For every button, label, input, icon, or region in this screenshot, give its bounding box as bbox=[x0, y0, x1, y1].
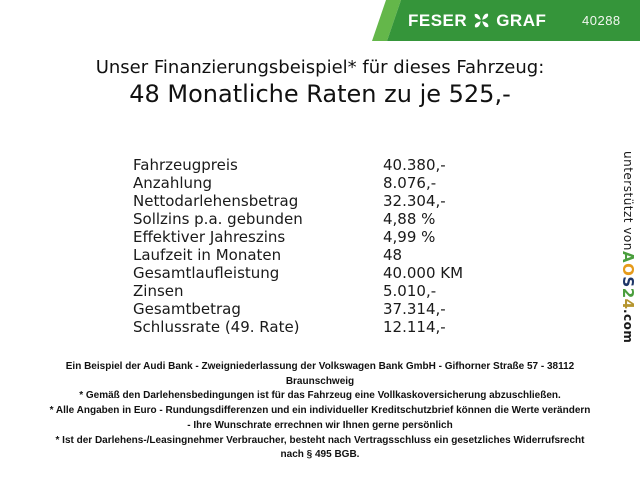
finance-value: 40.000 KM bbox=[383, 264, 464, 282]
header-banner: FESER GRAF 40288 bbox=[0, 0, 640, 41]
pinwheel-icon bbox=[474, 13, 489, 28]
finance-label: Effektiver Jahreszins bbox=[133, 228, 286, 246]
banner-background bbox=[387, 0, 640, 41]
finance-label: Laufzeit in Monaten bbox=[133, 246, 282, 264]
brand-logo: FESER GRAF bbox=[408, 0, 546, 41]
table-row: Schlussrate (49. Rate) 12.114,- bbox=[133, 318, 463, 336]
finance-label: Anzahlung bbox=[133, 174, 213, 192]
disclaimer-line: * Alle Angaben in Euro - Rundungsdiffere… bbox=[49, 405, 591, 417]
finance-label: Gesamtlaufleistung bbox=[133, 264, 280, 282]
disclaimer-line: Braunschweig bbox=[285, 375, 355, 387]
supported-by-text: unterstützt von bbox=[621, 151, 635, 251]
page-title: 48 Monatliche Raten zu je 525,- bbox=[129, 80, 511, 108]
disclaimer-line: Ein Beispiel der Audi Bank - Zweignieder… bbox=[65, 361, 575, 372]
table-row: Anzahlung 8.076,- bbox=[133, 174, 463, 192]
finance-label: Gesamtbetrag bbox=[133, 300, 241, 318]
table-row: Zinsen 5.010,- bbox=[133, 282, 463, 300]
finance-label: Zinsen bbox=[133, 282, 184, 300]
finance-value: 5.010,- bbox=[383, 282, 437, 300]
table-row: Gesamtlaufleistung 40.000 KM bbox=[133, 264, 463, 282]
brand-name-left: FESER bbox=[408, 10, 468, 30]
title-block: Unser Finanzierungsbeispiel* für dieses … bbox=[0, 57, 640, 109]
disclaimer-line: nach § 495 BGB. bbox=[280, 449, 360, 461]
finance-label: Fahrzeugpreis bbox=[133, 156, 238, 174]
finance-value: 32.304,- bbox=[383, 192, 446, 210]
disclaimer-footer: Ein Beispiel der Audi Bank - Zweignieder… bbox=[0, 360, 640, 463]
finance-label: Nettodarlehensbetrag bbox=[133, 192, 299, 210]
page-subtitle: Unser Finanzierungsbeispiel* für dieses … bbox=[95, 57, 545, 78]
table-row: Sollzins p.a. gebunden 4,88 % bbox=[133, 210, 463, 228]
finance-value: 4,88 % bbox=[383, 210, 436, 228]
disclaimer-line: * Gemäß den Darlehensbedingungen ist für… bbox=[79, 390, 561, 402]
finance-value: 12.114,- bbox=[383, 318, 446, 336]
finance-value: 48 bbox=[383, 246, 403, 264]
aos24-domain-suffix: .com bbox=[621, 309, 635, 344]
finance-value: 4,99 % bbox=[383, 228, 436, 246]
table-row: Fahrzeugpreis 40.380,- bbox=[133, 156, 463, 174]
finance-value: 37.314,- bbox=[383, 300, 446, 318]
finance-table: Fahrzeugpreis 40.380,- Anzahlung 8.076,-… bbox=[133, 156, 463, 336]
disclaimer-line: - Ihre Wunschrate errechnen wir Ihnen ge… bbox=[187, 419, 453, 431]
aos24-logo: AOS24 bbox=[619, 250, 637, 310]
finance-value: 8.076,- bbox=[383, 174, 437, 192]
brand-name-right: GRAF bbox=[496, 10, 547, 30]
supported-by-credit: unterstützt von AOS24 .com bbox=[619, 151, 637, 344]
dealer-number: 40288 bbox=[582, 13, 621, 28]
finance-label: Schlussrate (49. Rate) bbox=[133, 318, 300, 336]
disclaimer-line: * Ist der Darlehens-/Leasingnehmer Verbr… bbox=[55, 434, 585, 446]
finance-value: 40.380,- bbox=[383, 156, 446, 174]
table-row: Gesamtbetrag 37.314,- bbox=[133, 300, 463, 318]
table-row: Nettodarlehensbetrag 32.304,- bbox=[133, 192, 463, 210]
finance-label: Sollzins p.a. gebunden bbox=[133, 210, 303, 228]
table-row: Laufzeit in Monaten 48 bbox=[133, 246, 463, 264]
table-row: Effektiver Jahreszins 4,99 % bbox=[133, 228, 463, 246]
